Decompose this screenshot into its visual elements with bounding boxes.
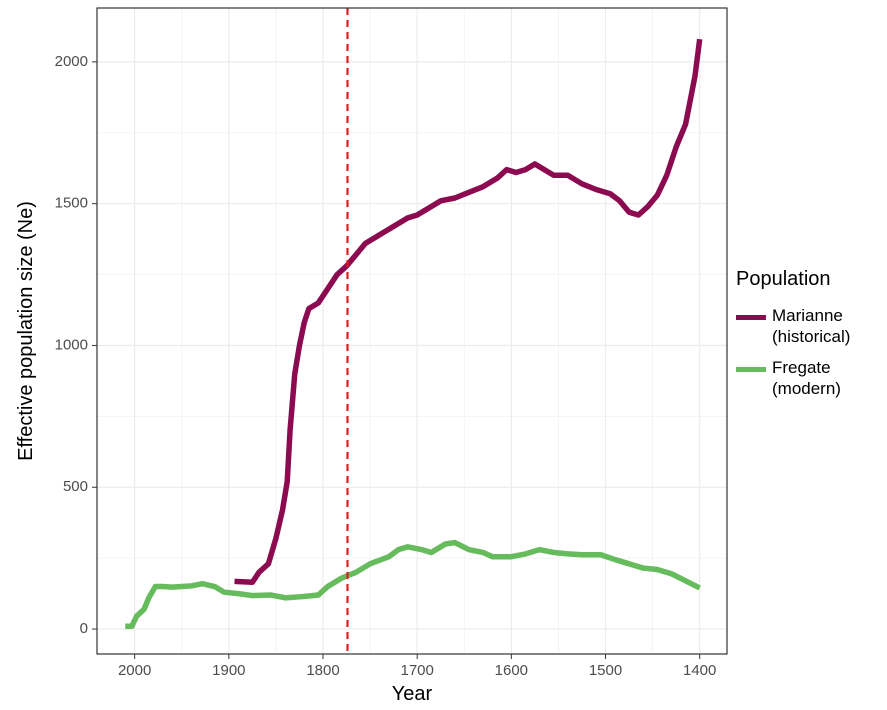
legend: Population Marianne (historical) Fregate … (736, 268, 886, 409)
plot-border (96, 7, 728, 655)
legend-item: Fregate (modern) (736, 357, 886, 399)
x-tick-label: 2000 (118, 662, 151, 679)
legend-key (736, 315, 766, 320)
y-tick-label: 2000 (55, 53, 88, 70)
legend-label: Marianne (historical) (772, 306, 851, 346)
x-axis-title: Year (392, 683, 433, 705)
series-line (234, 38, 703, 585)
y-tick-label: 500 (63, 478, 88, 495)
y-tick-label: 0 (80, 620, 88, 637)
y-axis-title: Effective population size (Ne) (15, 201, 37, 461)
x-tick-label: 1900 (212, 662, 245, 679)
legend-title: Population (736, 268, 831, 290)
y-tick-label: 1000 (55, 336, 88, 353)
x-tick-label: 1800 (306, 662, 339, 679)
legend-label: Fregate (modern) (772, 358, 841, 398)
x-tick-label: 1600 (495, 662, 528, 679)
legend-key (736, 367, 766, 372)
x-tick-label: 1500 (589, 662, 622, 679)
y-tick-label: 1500 (55, 195, 88, 212)
x-tick-label: 1700 (400, 662, 433, 679)
x-tick-label: 1400 (683, 662, 716, 679)
legend-item: Marianne (historical) (736, 305, 886, 347)
series-line (125, 539, 701, 629)
